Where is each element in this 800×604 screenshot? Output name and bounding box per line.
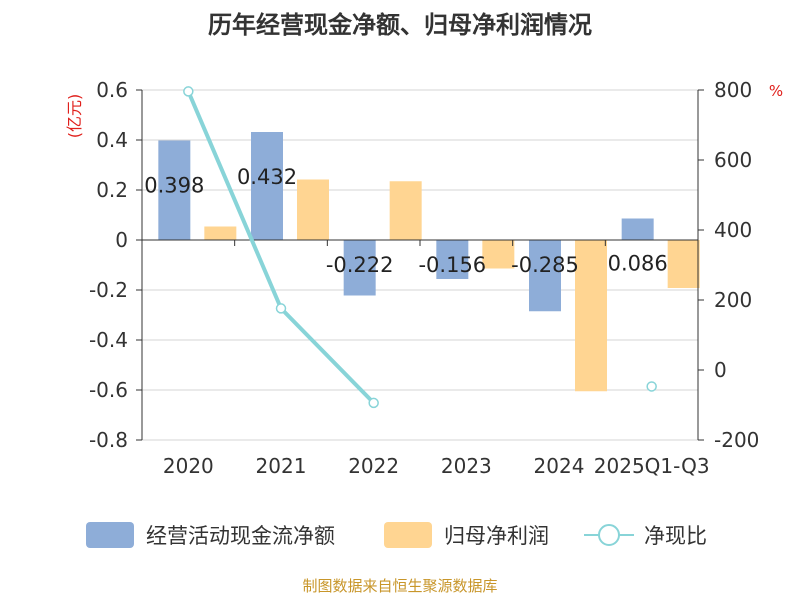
source-note: 制图数据来自恒生聚源数据库	[302, 577, 497, 595]
cashflow-value-label: -0.156	[418, 253, 486, 277]
right-axis-unit: %	[769, 82, 783, 100]
legend: 经营活动现金流净额 归母净利润 净现比	[86, 522, 707, 548]
legend-label: 经营活动现金流净额	[146, 524, 335, 548]
right-tick-label: 600	[714, 148, 752, 172]
category-label: 2025Q1-Q3	[594, 454, 710, 478]
left-tick-label: 0.4	[96, 128, 128, 152]
ratio-point	[368, 397, 379, 409]
bar-layer	[158, 132, 700, 392]
label-layer: 0.398 0.432 -0.222 -0.156 -0.285 0.086	[144, 165, 667, 277]
netprofit-bar	[297, 179, 329, 240]
category-label: 2021	[256, 454, 307, 478]
right-tick-label: -200	[714, 428, 759, 452]
category-label: 2024	[534, 454, 585, 478]
cashflow-bar	[158, 140, 191, 240]
netprofit-bar	[667, 240, 700, 288]
ratio-point	[183, 86, 194, 97]
left-tick-label: 0.2	[96, 178, 128, 202]
chart-title: 历年经营现金净额、归母净利润情况	[208, 11, 592, 39]
category-label: 2023	[441, 454, 492, 478]
ratio-point	[646, 381, 657, 392]
right-tick-label: 400	[714, 218, 752, 242]
cashflow-value-label: 0.086	[608, 252, 668, 276]
legend-swatch	[384, 522, 432, 548]
legend-label: 归母净利润	[444, 524, 549, 548]
cashflow-value-label: 0.432	[237, 165, 297, 189]
left-tick-label: -0.6	[89, 378, 128, 402]
ratio-point	[275, 303, 287, 314]
netprofit-bar	[482, 240, 515, 269]
cashflow-value-label: 0.398	[144, 174, 204, 198]
right-tick-label: 200	[714, 288, 752, 312]
axis-layer: 0.6 0.4 0.2 0 -0.2 -0.4 -0.6 -0.8 800 600 400 200 0 -…	[89, 78, 759, 478]
cashflow-value-label: -0.285	[511, 253, 579, 277]
left-axis-unit: (亿元)	[65, 94, 84, 139]
cashflow-bar	[621, 218, 654, 240]
left-tick-label: 0	[115, 228, 128, 252]
cashflow-bar	[436, 240, 469, 279]
cashflow-value-label: -0.222	[326, 253, 394, 277]
legend-marker	[598, 524, 620, 546]
right-tick-label: 0	[714, 358, 727, 382]
line-layer	[183, 86, 657, 409]
netprofit-bar	[575, 240, 607, 392]
legend-label: 净现比	[644, 524, 707, 548]
left-tick-label: -0.2	[89, 278, 128, 302]
category-label: 2020	[163, 454, 214, 478]
netprofit-bar	[204, 226, 237, 240]
category-label: 2022	[348, 454, 399, 478]
cashflow-bar	[251, 132, 283, 240]
netprofit-bar	[389, 181, 422, 240]
cashflow-bar	[529, 240, 561, 312]
left-tick-label: -0.4	[89, 328, 128, 352]
left-tick-label: 0.6	[96, 78, 128, 102]
left-tick-label: -0.8	[89, 428, 128, 452]
cashflow-bar	[343, 240, 376, 296]
right-tick-label: 800	[714, 78, 752, 102]
legend-swatch	[86, 522, 134, 548]
